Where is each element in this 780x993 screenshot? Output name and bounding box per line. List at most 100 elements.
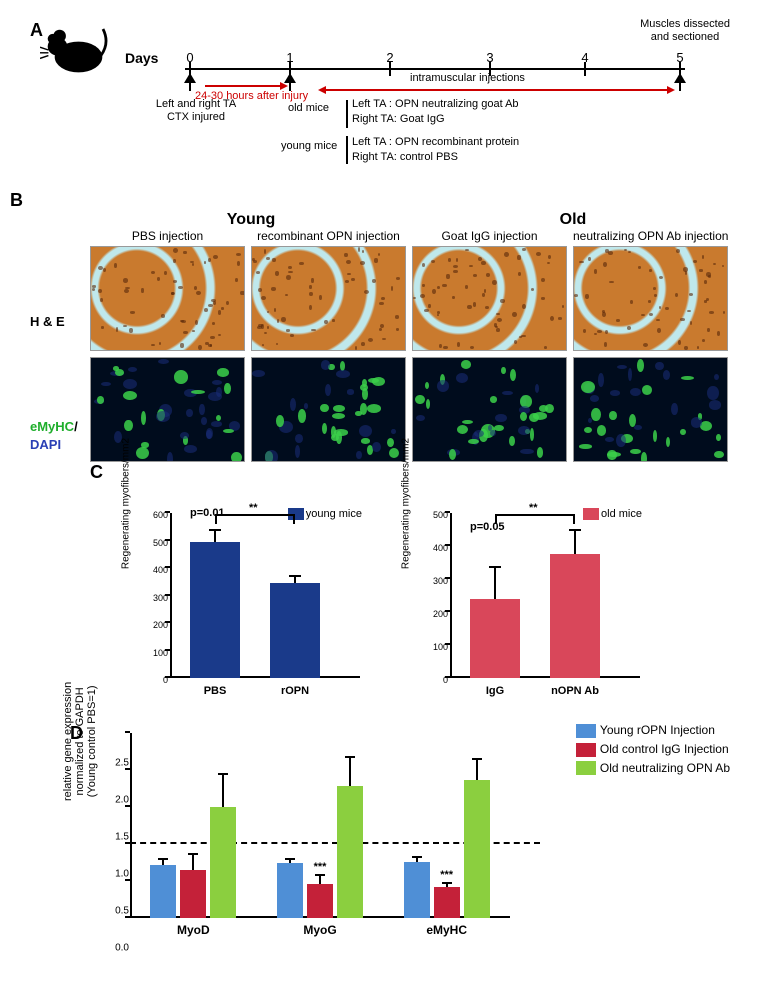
- legend-row: Old neutralizing OPN Ab: [576, 761, 730, 776]
- old-mice-label: old mice: [288, 102, 329, 114]
- d-bar: [210, 807, 236, 918]
- arrow-stem: [189, 73, 191, 91]
- error-bar: [494, 567, 496, 598]
- red-arrow-2: [325, 89, 670, 91]
- d-ytick: 1.0: [115, 869, 129, 880]
- error-bar: [574, 530, 576, 555]
- red-arrow: [205, 85, 283, 87]
- x-label: IgG: [486, 685, 504, 697]
- d-errcap: [158, 858, 168, 860]
- chart-young: Regenerating myofibers/mm2 0100200300400…: [130, 503, 370, 703]
- if-image: [251, 357, 406, 462]
- d-xlabel: MyoG: [303, 923, 336, 937]
- bar: [190, 542, 240, 678]
- d-bar: [337, 786, 363, 918]
- d-chart: MyoD *** MyoG *** eMyHC: [130, 733, 510, 943]
- emyhc-label: eMyHC: [30, 419, 74, 434]
- group-young: Young: [90, 211, 412, 229]
- legend-swatch: [576, 761, 596, 775]
- d-xlabel: MyoD: [177, 923, 210, 937]
- legend-text: Young rOPN Injection: [600, 723, 715, 737]
- d-errcap: [412, 856, 422, 858]
- sig-stars: **: [529, 502, 538, 514]
- legend-swatch: [576, 724, 596, 738]
- d-errbar: [192, 854, 194, 870]
- legend-row: Young rOPN Injection: [576, 723, 730, 738]
- b-column: recombinant OPN injection: [251, 229, 406, 462]
- bar: [270, 583, 320, 678]
- d-yl3: (Young control PBS=1): [86, 685, 98, 797]
- mouse-icon: [40, 20, 110, 80]
- d-ytick: 0.5: [115, 906, 129, 917]
- d-errbar: [349, 757, 351, 787]
- d-errbar: [319, 875, 321, 884]
- timeline-line: [185, 68, 685, 70]
- d-xlabel: eMyHC: [426, 923, 467, 937]
- d-bar: [307, 884, 333, 918]
- error-bar: [214, 530, 216, 542]
- if-image: [412, 357, 567, 462]
- error-cap: [289, 575, 301, 577]
- bracket: [346, 100, 348, 128]
- if-image: [573, 357, 728, 462]
- legend: young mice: [288, 505, 362, 523]
- arrow-stem: [289, 73, 291, 91]
- bracket: [346, 136, 348, 164]
- sig-stars: **: [249, 502, 258, 514]
- panel-b-label: B: [10, 190, 23, 211]
- red-arrowhead-icon: [667, 86, 675, 94]
- young-mice-label: young mice: [281, 140, 337, 152]
- he-image: [251, 246, 406, 351]
- d-bar: [464, 780, 490, 918]
- sig-stars: ***: [314, 861, 327, 873]
- legend-swatch: [576, 743, 596, 757]
- d-bar: [150, 865, 176, 918]
- d-errbar: [476, 759, 478, 780]
- x-label: PBS: [204, 685, 227, 697]
- sig-bracket: [215, 514, 295, 524]
- sig-stars: ***: [440, 869, 453, 881]
- error-cap: [569, 529, 581, 531]
- d-yl2: normalized to GAPDH: [74, 687, 86, 795]
- d-errbar: [222, 774, 224, 807]
- if-image: [90, 357, 245, 462]
- tick-mark: [584, 62, 586, 76]
- b-column: PBS injection: [90, 229, 245, 462]
- dissected-caption: Muscles dissected and sectioned: [630, 18, 740, 44]
- dapi-label: DAPI: [30, 437, 61, 452]
- legend-row: Old control IgG Injection: [576, 742, 730, 757]
- panel-c: Regenerating myofibers/mm2 0100200300400…: [30, 503, 750, 703]
- error-cap: [489, 566, 501, 568]
- d-bar: [434, 887, 460, 918]
- d-errcap: [442, 882, 452, 884]
- d-errcap: [218, 773, 228, 775]
- d-ytick: 2.0: [115, 795, 129, 806]
- condition-title: PBS injection: [90, 229, 245, 243]
- d-bar: [277, 863, 303, 918]
- d-errcap: [472, 758, 482, 760]
- d-ytick: 0.0: [115, 943, 129, 954]
- d-ytick: 1.5: [115, 832, 129, 843]
- he-label: H & E: [30, 314, 90, 329]
- condition-title: recombinant OPN injection: [251, 229, 406, 243]
- c-ylabel: Regenerating myofibers/mm2: [121, 438, 132, 569]
- d-errcap: [345, 756, 355, 758]
- condition-title: neutralizing OPN Ab injection: [573, 229, 728, 243]
- old-left-ta: Left TA : OPN neutralizing goat Ab: [352, 98, 519, 110]
- legend-text: Old control IgG Injection: [600, 742, 729, 756]
- panel-d: D relative gene expression normalized to…: [30, 723, 750, 973]
- panel-b: B Young Old H & E eMyHC/ DAPI PBS inject…: [30, 190, 750, 462]
- tick-mark: [389, 62, 391, 76]
- condition-title: Goat IgG injection: [412, 229, 567, 243]
- b-column: neutralizing OPN Ab injection: [573, 229, 728, 462]
- slash: /: [74, 419, 78, 434]
- arrow-stem: [679, 73, 681, 91]
- c-ylabel-2: Regenerating myofibers/mm2: [401, 438, 412, 569]
- chart-old: Regenerating myofibers/mm2 0100200300400…: [410, 503, 650, 703]
- bar: [550, 554, 600, 678]
- he-image: [90, 246, 245, 351]
- red-arrowhead-icon: [280, 82, 288, 90]
- red-arrowhead-icon: [318, 86, 326, 94]
- days-label: Days: [125, 50, 158, 66]
- bar: [470, 599, 520, 678]
